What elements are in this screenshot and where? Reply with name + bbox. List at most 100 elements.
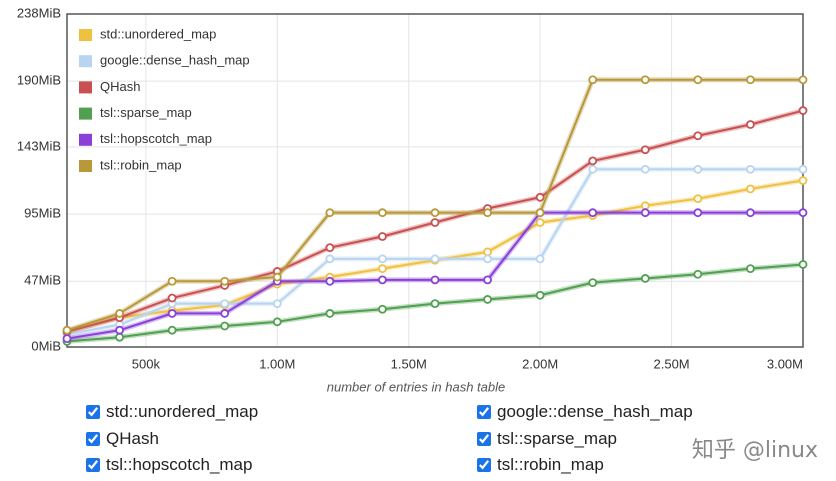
data-point (746, 184, 755, 194)
y-tick-label: 190MiB (17, 73, 61, 88)
legend-label: tsl::robin_map (100, 157, 182, 172)
data-point (798, 176, 808, 185)
data-point (535, 290, 545, 300)
checkbox[interactable] (477, 431, 491, 446)
data-point (325, 254, 335, 264)
data-point (378, 264, 387, 274)
data-point (535, 192, 545, 202)
data-point (746, 208, 755, 218)
y-tick-label: 95MiB (24, 206, 61, 221)
data-point (167, 325, 177, 335)
data-point (378, 232, 387, 241)
data-point (693, 208, 703, 218)
data-point (220, 276, 230, 286)
x-tick-label: 1.00M (259, 356, 295, 371)
y-tick-label: 0MiB (31, 338, 61, 353)
legend-label: QHash (100, 79, 140, 94)
data-point (430, 208, 440, 218)
data-point (378, 208, 387, 218)
data-point (220, 321, 230, 331)
data-point (62, 334, 72, 344)
data-point (272, 317, 282, 327)
data-point (798, 208, 808, 218)
data-point (798, 106, 808, 115)
toggle-label: tsl::robin_map (497, 455, 604, 474)
data-point (746, 164, 755, 174)
data-point (693, 164, 703, 174)
legend: std::unordered_mapgoogle::dense_hash_map… (79, 26, 250, 172)
legend-label: tsl::sparse_map (100, 105, 192, 120)
series-toggle[interactable]: tsl::hopscotch_map (86, 455, 252, 475)
series-toggle[interactable]: google::dense_hash_map (477, 402, 693, 422)
chart: number of entries in hash table 0MiB 47Mi… (17, 5, 808, 394)
data-point (640, 75, 650, 85)
data-point (483, 208, 492, 218)
toggle-label: google::dense_hash_map (497, 402, 693, 421)
data-point (115, 309, 124, 318)
data-point (430, 218, 440, 227)
x-tick-label: 2.00M (522, 356, 558, 371)
data-point (62, 325, 72, 335)
data-point (220, 309, 230, 318)
x-tick-label: 3.00M (767, 356, 803, 371)
data-point (640, 145, 650, 155)
series-toggle[interactable]: tsl::sparse_map (477, 429, 617, 449)
x-axis-label: number of entries in hash table (327, 379, 506, 394)
legend-swatch (79, 160, 92, 172)
data-point (483, 275, 492, 285)
data-point (483, 247, 492, 257)
legend-swatch (79, 133, 92, 146)
data-point (325, 208, 335, 218)
data-point (483, 254, 492, 264)
data-point (588, 164, 598, 174)
data-point (640, 201, 650, 211)
data-point (588, 208, 598, 218)
data-point (378, 304, 387, 314)
data-point (483, 295, 492, 304)
legend-swatch (79, 107, 92, 120)
data-point (746, 75, 755, 85)
data-point (798, 260, 808, 269)
data-point (220, 299, 230, 309)
toggle-label: QHash (106, 428, 159, 448)
y-tick-label: 47MiB (24, 273, 61, 288)
x-tick-label: 500k (132, 356, 161, 371)
toggle-label: std::unordered_map (106, 402, 259, 421)
checkbox[interactable] (86, 405, 100, 419)
data-point (430, 275, 440, 285)
data-point (325, 243, 335, 253)
x-tick-label: 2.50M (654, 356, 690, 371)
series-toggle[interactable]: std::unordered_map (86, 402, 258, 422)
series-toggle[interactable]: QHash (86, 429, 159, 449)
checkbox[interactable] (477, 405, 491, 419)
legend-label: tsl::hopscotch_map (100, 131, 212, 146)
data-point (746, 120, 755, 129)
data-point (167, 293, 177, 303)
data-point (798, 164, 808, 174)
legend-swatch (79, 81, 92, 94)
data-point (535, 208, 545, 218)
data-point (640, 208, 650, 218)
data-point (167, 309, 177, 318)
data-point (325, 276, 335, 286)
legend-swatch (79, 29, 92, 41)
data-point (115, 332, 124, 342)
data-point (378, 254, 387, 264)
data-point (272, 272, 282, 282)
data-point (588, 278, 598, 288)
checkbox[interactable] (86, 431, 100, 446)
legend-label: std::unordered_map (100, 26, 216, 41)
data-point (693, 131, 703, 141)
legend-label: google::dense_hash_map (100, 53, 250, 68)
data-point (588, 156, 598, 166)
data-point (378, 275, 387, 285)
series-toggle[interactable]: tsl::robin_map (477, 455, 604, 475)
data-point (430, 299, 440, 309)
data-point (798, 75, 808, 85)
data-point (693, 269, 703, 279)
checkbox[interactable] (86, 458, 100, 472)
toggle-label: tsl::sparse_map (497, 428, 617, 448)
data-point (640, 164, 650, 174)
checkbox[interactable] (477, 458, 491, 472)
